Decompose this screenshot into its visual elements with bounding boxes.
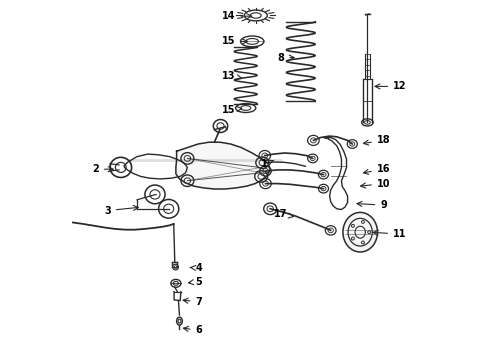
Text: 12: 12 [375,81,407,91]
Text: 1: 1 [262,159,273,169]
Text: 8: 8 [277,53,294,63]
Text: 11: 11 [373,229,407,239]
Text: 10: 10 [361,179,391,189]
Ellipse shape [343,212,377,252]
Text: 14: 14 [222,11,252,21]
Text: 6: 6 [183,325,202,336]
Text: 9: 9 [357,200,387,210]
Text: 4: 4 [190,263,202,273]
Text: 3: 3 [104,206,138,216]
Text: 17: 17 [274,209,294,219]
Text: 18: 18 [364,135,391,145]
Text: 15: 15 [222,36,247,46]
Text: 15: 15 [222,105,242,115]
Text: 2: 2 [92,164,113,174]
Polygon shape [176,142,270,189]
Text: 16: 16 [364,164,391,174]
Text: 5: 5 [189,276,202,287]
Text: 13: 13 [222,71,242,81]
Text: 7: 7 [183,297,202,307]
